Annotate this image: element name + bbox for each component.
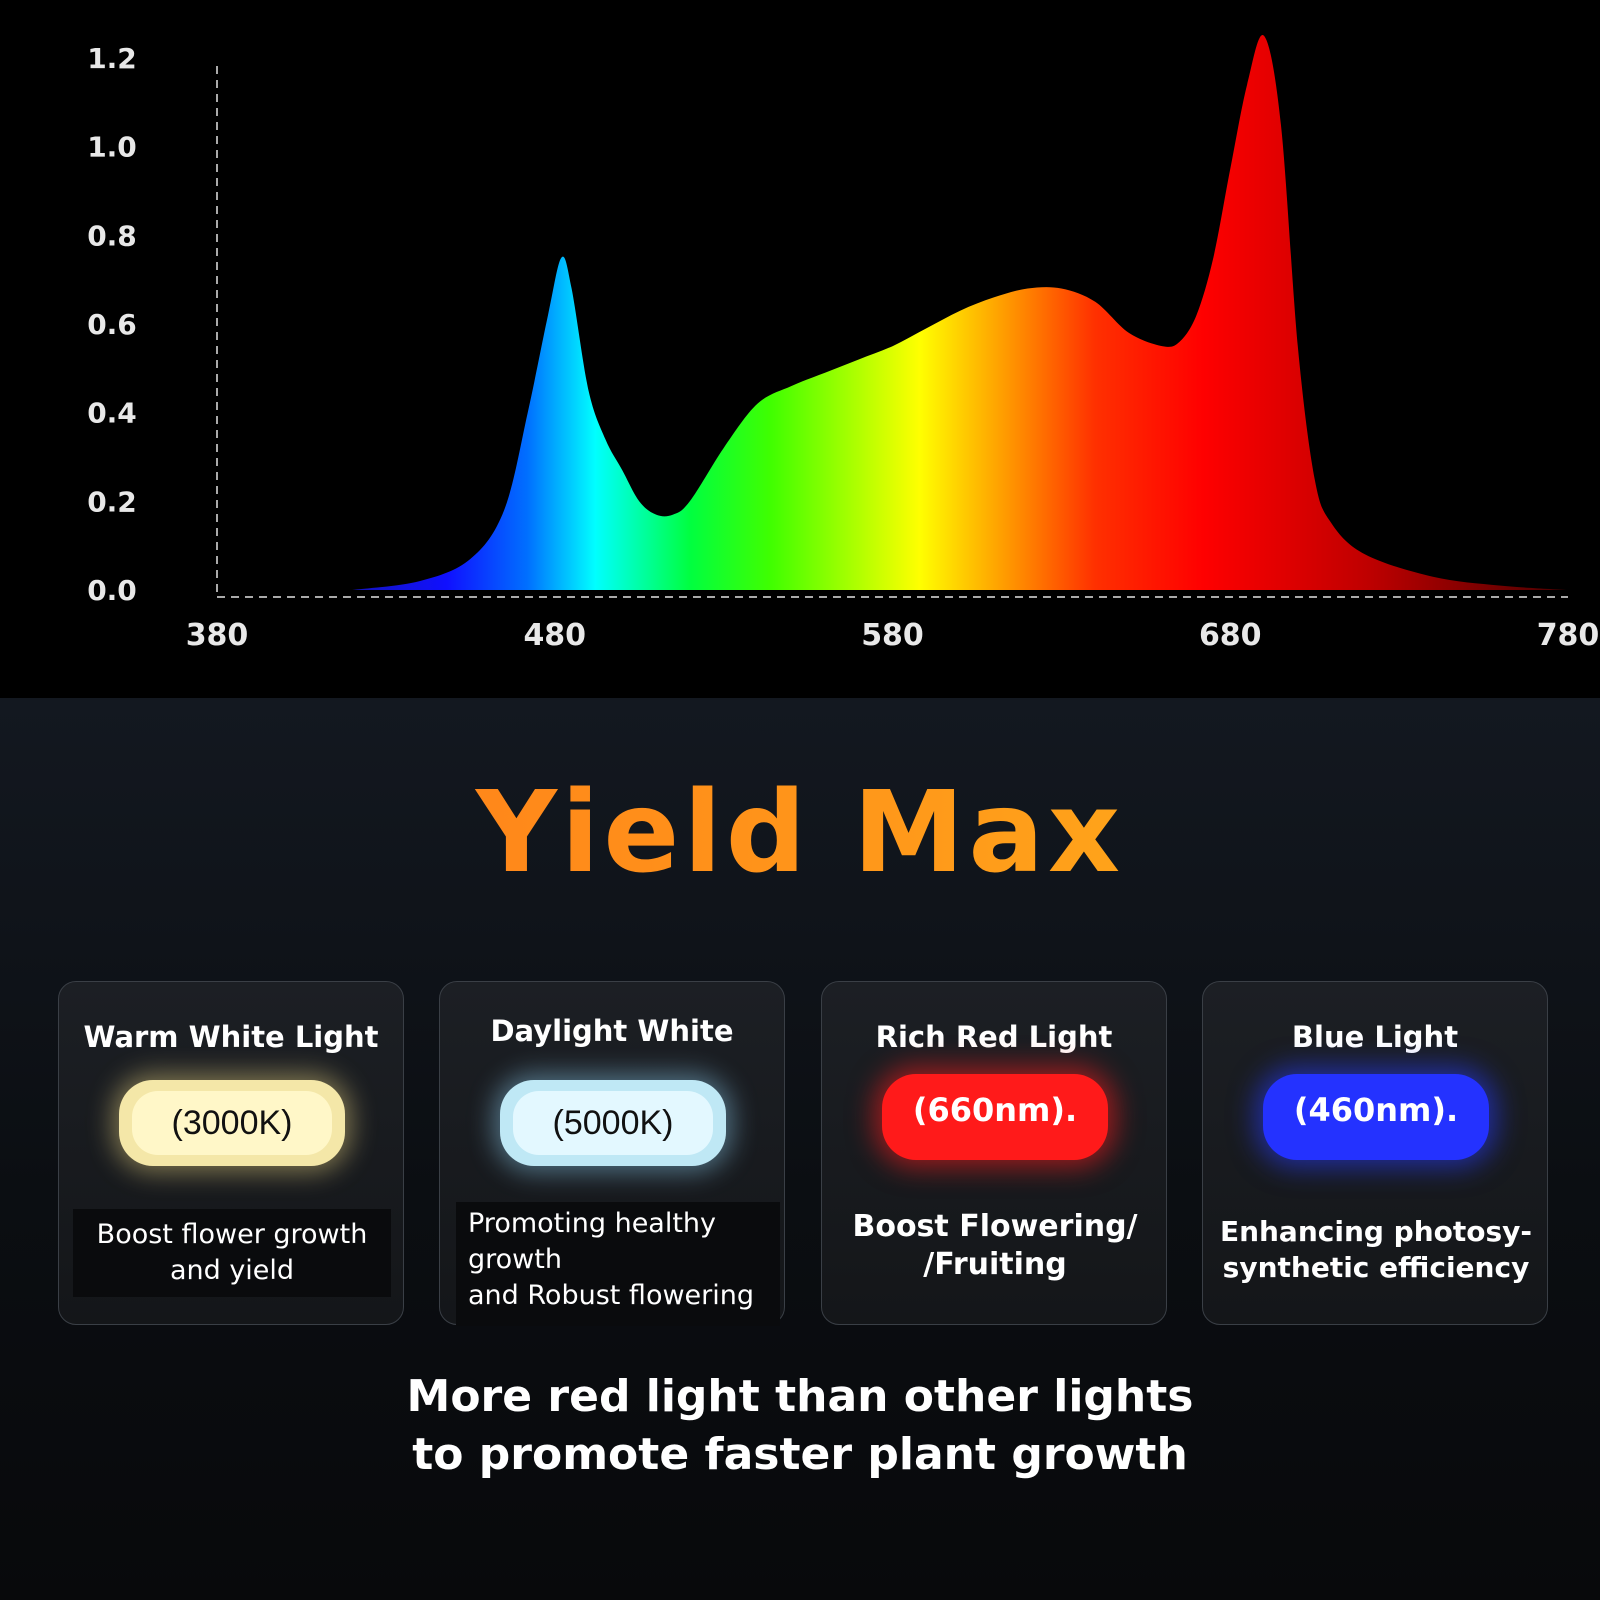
y-tick-label: 1.0 (87, 131, 137, 164)
x-tick-label: 780 (1537, 618, 1600, 653)
card-title: Blue Light (1291, 1020, 1459, 1054)
footer-line: More red light than other lights (406, 1371, 1194, 1422)
y-tick-labels: 0.0 0.2 0.4 0.6 0.8 1.0 1.2 (87, 42, 137, 607)
x-tick-labels: 380 480 580 680 780 (186, 618, 1600, 653)
card-desc-line: and Robust flowering (468, 1280, 755, 1311)
card-title: Warm White Light (83, 1020, 379, 1054)
card-title: Daylight White (490, 1014, 734, 1048)
card-daylight-white: Daylight White (5000K) Promoting healthy… (439, 981, 785, 1326)
badge-text: (460nm). (1293, 1091, 1459, 1129)
card-desc: Boost flower growth and yield (73, 1209, 391, 1297)
card-blue: Blue Light (460nm). Enhancing photosy- s… (1202, 981, 1548, 1325)
card-desc: Boost Flowering/ /Fruiting (836, 1208, 1154, 1284)
badge-3000k: (3000K) (119, 1080, 345, 1166)
spectrum-chart-panel: 0.0 0.2 0.4 0.6 0.8 1.0 1.2 380 480 580 680 780 (0, 0, 1600, 698)
spectrum-chart: 0.0 0.2 0.4 0.6 0.8 1.0 1.2 380 480 580 680 780 (87, 34, 1600, 653)
card-desc-line: Promoting healthy growth (468, 1208, 717, 1275)
card-desc-line: Enhancing photosy- (1219, 1215, 1533, 1248)
y-tick-label: 0.2 (87, 485, 137, 518)
x-tick-label: 480 (523, 618, 586, 653)
card-warm-white: Warm White Light (3000K) Boost flower gr… (58, 981, 404, 1325)
badge-inner: (5000K) (513, 1091, 713, 1155)
card-desc-line: Boost flower growth and yield (96, 1219, 368, 1286)
badge-text: (5000K) (552, 1103, 674, 1142)
badge-460nm: (460nm). (1263, 1074, 1489, 1160)
headline: Yield Max Spectrum (150, 758, 1450, 1048)
y-tick-label: 0.6 (87, 308, 137, 341)
x-tick-label: 680 (1199, 618, 1262, 653)
card-desc-line: /Fruiting (923, 1247, 1067, 1282)
x-tick-label: 580 (861, 618, 924, 653)
badge-inner: (3000K) (132, 1091, 332, 1155)
info-panel: Yield Max Spectrum Warm White Light (300… (0, 698, 1600, 1600)
card-desc-line: synthetic efficiency (1222, 1251, 1530, 1284)
y-tick-label: 0.4 (87, 397, 137, 430)
footer-line: to promote faster plant growth (412, 1429, 1188, 1480)
badge-text: (3000K) (171, 1103, 293, 1142)
card-desc: Enhancing photosy- synthetic efficiency (1217, 1214, 1535, 1286)
badge-660nm: (660nm). (882, 1074, 1108, 1160)
card-title: Rich Red Light (875, 1020, 1113, 1054)
y-tick-label: 0.8 (87, 219, 137, 252)
card-desc-line: Boost Flowering/ (852, 1209, 1138, 1244)
badge-text: (660nm). (912, 1091, 1078, 1129)
x-tick-label: 380 (186, 618, 249, 653)
badge-5000k: (5000K) (500, 1080, 726, 1166)
card-rich-red: Rich Red Light (660nm). Boost Flowering/… (821, 981, 1167, 1325)
spectrum-area (352, 34, 1569, 590)
card-desc: Promoting healthy growth and Robust flow… (456, 1202, 780, 1326)
footer-caption: More red light than other lights to prom… (200, 1368, 1400, 1484)
y-tick-label: 1.2 (87, 42, 137, 75)
y-tick-label: 0.0 (87, 574, 137, 607)
